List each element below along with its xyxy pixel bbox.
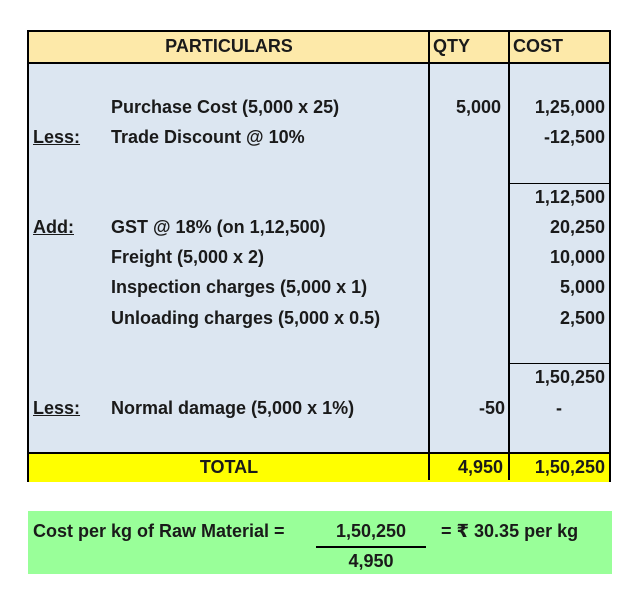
qty-column-divider <box>428 32 430 480</box>
formula-numerator: 1,50,250 <box>335 521 407 541</box>
cost-per-kg-formula-box <box>28 511 612 574</box>
table-header-row <box>29 32 609 64</box>
header-particulars: PARTICULARS <box>165 36 293 56</box>
total-cost: 1,50,250 <box>534 457 605 477</box>
freight-cost: 10,000 <box>549 247 605 267</box>
cost-sheet-table <box>27 30 611 482</box>
formula-denominator: 4,950 <box>348 551 394 571</box>
inspection-cost: 5,000 <box>559 277 605 297</box>
total-qty: 4,950 <box>457 457 503 477</box>
purchase-qty: 5,000 <box>455 97 501 117</box>
gst-cost: 20,250 <box>549 217 605 237</box>
header-cost: COST <box>513 36 564 56</box>
formula-result: = ₹ 30.35 per kg <box>441 521 579 541</box>
less-prefix-damage: Less: <box>33 398 81 418</box>
fraction-bar <box>316 546 426 548</box>
unloading-cost: 2,500 <box>559 308 605 328</box>
total-row <box>29 452 609 482</box>
subtotal-1-cost: 1,12,500 <box>534 187 605 207</box>
normal-damage-cost: - <box>556 398 562 418</box>
formula-label: Cost per kg of Raw Material = <box>33 521 285 541</box>
total-label: TOTAL <box>199 457 259 477</box>
cost-column-divider <box>508 32 510 480</box>
trade-discount-cost: -12,500 <box>543 127 605 147</box>
purchase-cost: 1,25,000 <box>534 97 605 117</box>
inspection-label: Inspection charges (5,000 x 1) <box>111 277 368 297</box>
gst-label: GST @ 18% (on 1,12,500) <box>111 217 326 237</box>
normal-damage-qty: -50 <box>478 398 505 418</box>
add-prefix: Add: <box>33 217 74 237</box>
freight-label: Freight (5,000 x 2) <box>111 247 265 267</box>
unloading-label: Unloading charges (5,000 x 0.5) <box>111 308 381 328</box>
less-prefix-discount: Less: <box>33 127 81 147</box>
header-qty: QTY <box>433 36 471 56</box>
purchase-cost-label: Purchase Cost (5,000 x 25) <box>111 97 340 117</box>
trade-discount-label: Trade Discount @ 10% <box>111 127 305 147</box>
subtotal-2-cost: 1,50,250 <box>534 367 605 387</box>
subtotal-rule-2 <box>510 363 609 364</box>
normal-damage-label: Normal damage (5,000 x 1%) <box>111 398 355 418</box>
subtotal-rule-1 <box>510 183 609 184</box>
